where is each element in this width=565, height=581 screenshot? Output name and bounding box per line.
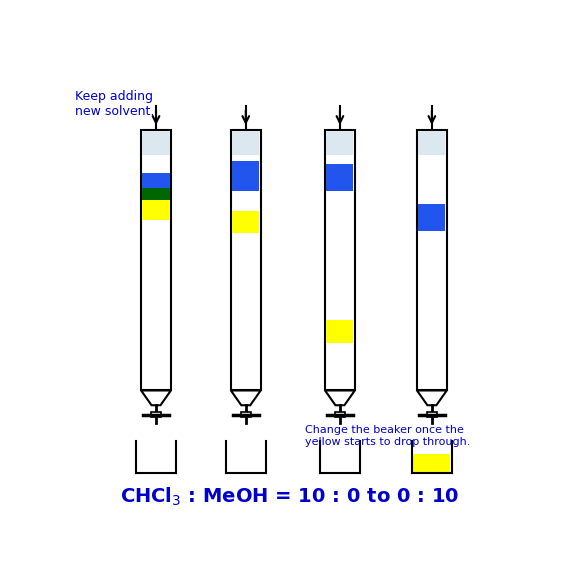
Bar: [142, 188, 170, 200]
Polygon shape: [417, 390, 447, 406]
Bar: [327, 164, 354, 191]
Bar: [241, 412, 251, 417]
Bar: [335, 412, 345, 417]
Bar: [427, 412, 437, 417]
Bar: [232, 211, 259, 233]
Bar: [327, 131, 354, 155]
Text: CHCl$_3$ : MeOH = 10 : 0 to 0 : 10: CHCl$_3$ : MeOH = 10 : 0 to 0 : 10: [120, 486, 459, 508]
Bar: [417, 130, 447, 390]
Polygon shape: [231, 390, 260, 406]
Bar: [231, 130, 260, 390]
Polygon shape: [325, 390, 355, 406]
Text: Change the beaker once the
yellow starts to drop through.: Change the beaker once the yellow starts…: [305, 425, 470, 447]
Bar: [418, 204, 445, 231]
Polygon shape: [141, 390, 171, 406]
Bar: [141, 130, 171, 390]
Bar: [327, 320, 354, 343]
Bar: [151, 412, 161, 417]
Bar: [232, 131, 259, 155]
Bar: [418, 131, 445, 155]
Bar: [325, 130, 355, 390]
Bar: [142, 200, 170, 220]
Bar: [142, 173, 170, 188]
Text: Keep adding
new solvent.: Keep adding new solvent.: [75, 90, 154, 118]
Bar: [142, 131, 170, 155]
Bar: [232, 162, 259, 191]
Bar: [414, 454, 450, 473]
